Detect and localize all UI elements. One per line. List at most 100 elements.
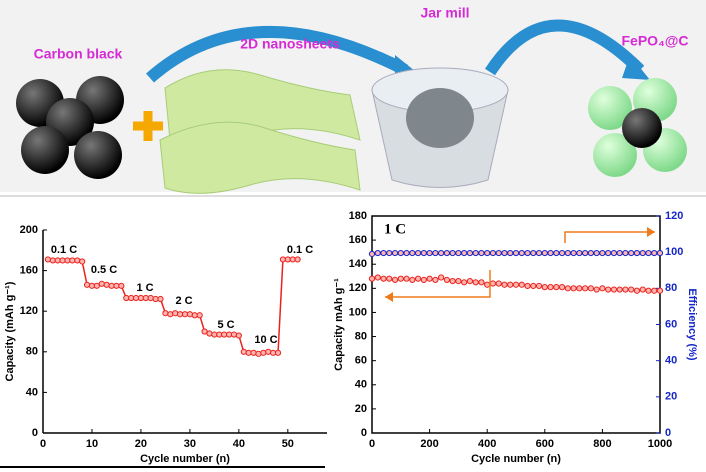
data-point (541, 249, 548, 257)
x-tick-label: 0 (369, 438, 375, 450)
data-point (44, 256, 51, 263)
data-point (420, 249, 427, 257)
data-point (380, 249, 387, 257)
data-point (274, 349, 282, 356)
y2-tick-label: 60 (665, 318, 677, 330)
label: 2D nanosheets (240, 36, 340, 52)
data-point (103, 281, 110, 288)
data-point (547, 284, 554, 291)
y-tick-label: 160 (349, 234, 367, 246)
data-point (564, 249, 571, 257)
data-point (484, 281, 491, 288)
data-point (576, 249, 583, 257)
annotation: 2 C (175, 295, 192, 307)
data-point (420, 276, 427, 283)
data-point (633, 287, 641, 294)
data-point (570, 249, 577, 257)
data-point (524, 249, 531, 257)
data-point (530, 249, 537, 257)
data-point (576, 285, 583, 292)
y-tick-label: 120 (349, 282, 367, 294)
y-tick-label: 0 (32, 427, 38, 439)
data-point (564, 285, 571, 292)
data-point (507, 249, 514, 257)
label: FePO₄@C (622, 33, 689, 49)
data-point (438, 274, 445, 281)
data-point (250, 349, 257, 356)
y-tick-label: 100 (349, 306, 367, 318)
data-point (260, 349, 267, 356)
x-tick-label: 800 (593, 438, 611, 450)
data-point (186, 311, 193, 318)
data-point (426, 275, 433, 282)
data-point (587, 249, 594, 257)
arrow-head (622, 55, 650, 80)
data-point (633, 249, 641, 257)
data-point (118, 282, 125, 289)
x-axis-label: Cycle number (n) (471, 453, 561, 465)
nanosheets (159, 69, 361, 194)
y-tick-label: 140 (349, 258, 367, 270)
data-point (628, 286, 635, 293)
guide-arrow-head (385, 292, 393, 302)
data-point (461, 249, 468, 257)
data-point (530, 282, 537, 290)
data-point (582, 249, 589, 257)
data-point (605, 249, 612, 257)
x-tick-label: 20 (135, 438, 147, 450)
data-point (147, 294, 154, 302)
data-point (495, 280, 502, 287)
data-point (403, 249, 410, 257)
data-point (489, 280, 497, 287)
label: Carbon black (34, 46, 123, 62)
data-point (656, 249, 664, 257)
data-point (587, 285, 594, 292)
data-point (157, 295, 164, 303)
data-point (478, 279, 485, 286)
data-point (518, 281, 525, 288)
data-point (610, 249, 618, 257)
y-tick-label: 80 (355, 330, 367, 342)
annotation: 10 C (254, 334, 277, 346)
data-point (368, 250, 376, 258)
data-point (501, 281, 508, 288)
y2-axis-label: Efficiency (%) (686, 288, 698, 360)
annotation: 0.1 C (51, 244, 77, 256)
data-point (172, 310, 179, 317)
data-point (98, 280, 105, 287)
chart-label: 1 C (384, 221, 406, 237)
plot-frame (371, 215, 661, 434)
data-point (294, 256, 301, 263)
carbon-black (16, 76, 124, 179)
data-point (255, 350, 262, 357)
data-point (162, 310, 169, 317)
data-point (489, 249, 497, 257)
data-point (414, 275, 422, 282)
data-point (628, 249, 635, 257)
x-tick-label: 30 (184, 438, 196, 450)
plus (133, 111, 163, 141)
x-tick-label: 1000 (648, 438, 672, 450)
y2-tick-label: 100 (665, 246, 683, 258)
data-point (622, 286, 629, 293)
data-point (495, 249, 502, 257)
x-tick-label: 50 (282, 438, 294, 450)
data-point (414, 249, 422, 257)
data-point (524, 282, 531, 290)
x-axis-label: Cycle number (n) (140, 453, 230, 465)
data-point (438, 249, 445, 257)
data-point (610, 286, 618, 293)
data-point (432, 276, 439, 283)
y2-tick-label: 20 (665, 391, 677, 403)
annotation: 0.5 C (91, 264, 117, 276)
data-point (616, 249, 623, 257)
data-point (599, 285, 606, 292)
data-point (240, 348, 247, 355)
data-point (507, 281, 514, 288)
data-point (484, 249, 491, 257)
y2-tick-label: 120 (665, 210, 683, 222)
y-axis-label: Capacity mAh g⁻¹ (333, 278, 345, 371)
data-point (651, 249, 658, 257)
label: Jar mill (420, 5, 469, 21)
